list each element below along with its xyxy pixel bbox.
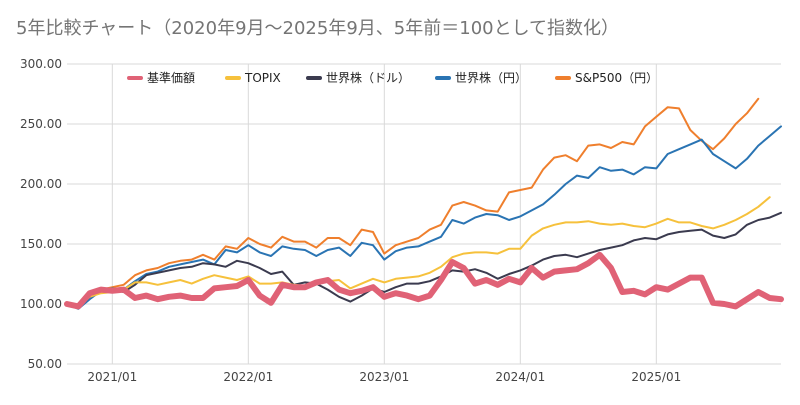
x-tick-label: 2021/01 [87, 370, 137, 384]
y-tick-label: 250.00 [20, 117, 62, 131]
series-line-4 [66, 97, 760, 309]
legend-label-3: 世界株（円） [455, 70, 527, 85]
series-line-2 [66, 211, 782, 309]
y-tick-label: 200.00 [20, 177, 62, 191]
legend-label-0: 基準価額 [147, 70, 195, 85]
legend-label-2: 世界株（ドル） [326, 70, 410, 85]
legend-label-1: TOPIX [244, 71, 281, 85]
x-tick-label: 2024/01 [495, 370, 545, 384]
legend: 基準価額 TOPIX 世界株（ドル） 世界株（円） S&P500（円） [127, 70, 658, 85]
y-tick-label: 50.00 [28, 357, 62, 371]
grid-layer [67, 63, 781, 365]
x-tick-label: 2025/01 [631, 370, 681, 384]
chart-title: 5年比較チャート（2020年9月〜2025年9月、5年前＝100として指数化） [16, 18, 620, 39]
series-line-3 [66, 125, 782, 310]
series-line-1 [66, 196, 771, 309]
series-line-0 [64, 251, 784, 310]
y-tick-label: 100.00 [20, 297, 62, 311]
x-tick-label: 2023/01 [359, 370, 409, 384]
y-tick-label: 150.00 [20, 237, 62, 251]
series-layer [64, 97, 784, 310]
y-tick-label: 300.00 [20, 57, 62, 71]
x-tick-label: 2022/01 [223, 370, 273, 384]
axis-layer: 300.00 250.00 200.00 150.00 100.00 50.00 2021/… [20, 57, 681, 384]
legend-label-4: S&P500（円） [575, 71, 658, 85]
